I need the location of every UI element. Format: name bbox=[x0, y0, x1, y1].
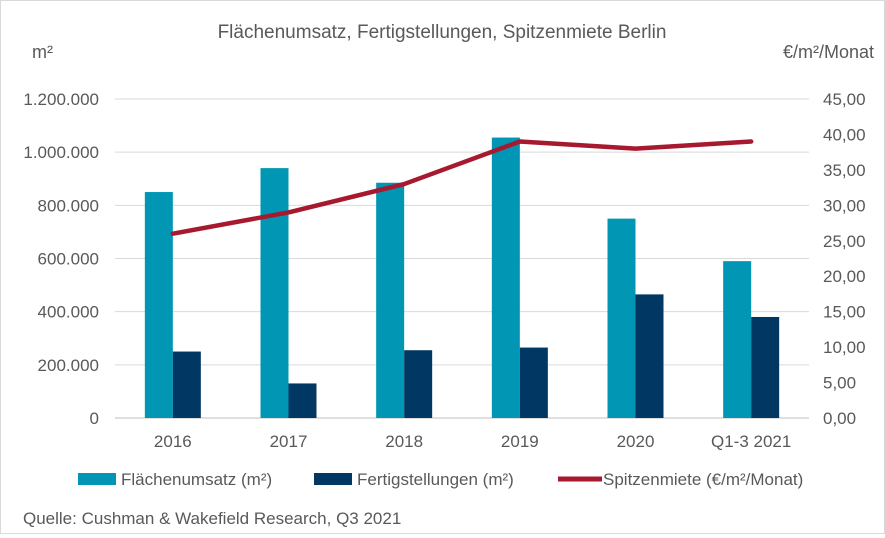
x-tick-label: 2018 bbox=[385, 432, 423, 451]
legend: Flächenumsatz (m²) Fertigstellungen (m²)… bbox=[78, 470, 803, 489]
bar-fertigstellungen bbox=[519, 347, 548, 418]
grid-layer bbox=[115, 98, 809, 419]
legend-label-flaechenumsatz: Flächenumsatz (m²) bbox=[121, 470, 272, 489]
y-right-tick-label: 5,00 bbox=[823, 374, 856, 393]
y-right-tick-label: 15,00 bbox=[823, 303, 866, 322]
x-tick-label: Q1-3 2021 bbox=[711, 432, 791, 451]
x-tick-label: 2019 bbox=[501, 432, 539, 451]
bar-flaechenumsatz bbox=[723, 261, 752, 418]
y-right-tick-label: 10,00 bbox=[823, 338, 866, 357]
x-tick-label: 2020 bbox=[617, 432, 655, 451]
bar-fertigstellungen bbox=[288, 383, 317, 418]
bar-flaechenumsatz bbox=[260, 168, 289, 418]
y-left-unit: m² bbox=[32, 42, 53, 62]
legend-swatch-flaechenumsatz bbox=[78, 473, 116, 485]
y-left-tick-label: 1.000.000 bbox=[23, 143, 99, 162]
y-left-tick-label: 800.000 bbox=[38, 196, 99, 215]
legend-swatch-fertigstellungen bbox=[314, 473, 352, 485]
legend-label-spitzenmiete: Spitzenmiete (€/m²/Monat) bbox=[603, 470, 803, 489]
y-right-tick-label: 45,00 bbox=[823, 90, 866, 109]
bar-flaechenumsatz bbox=[144, 192, 173, 418]
legend-label-fertigstellungen: Fertigstellungen (m²) bbox=[357, 470, 514, 489]
x-tick-label: 2016 bbox=[154, 432, 192, 451]
y-left-tick-label: 1.200.000 bbox=[23, 90, 99, 109]
bar-flaechenumsatz bbox=[376, 182, 405, 418]
source-note: Quelle: Cushman & Wakefield Research, Q3… bbox=[23, 509, 401, 528]
bar-flaechenumsatz bbox=[491, 137, 520, 418]
y-right-tick-label: 25,00 bbox=[823, 232, 866, 251]
bar-fertigstellungen bbox=[635, 294, 664, 418]
bar-flaechenumsatz bbox=[607, 218, 636, 418]
y-left-tick-label: 400.000 bbox=[38, 303, 99, 322]
y-right-tick-label: 40,00 bbox=[823, 125, 866, 144]
y-right-tick-label: 20,00 bbox=[823, 267, 866, 286]
y-right-unit: €/m²/Monat bbox=[783, 42, 874, 62]
chart-title: Flächenumsatz, Fertigstellungen, Spitzen… bbox=[218, 22, 667, 43]
bar-fertigstellungen bbox=[404, 350, 433, 418]
y-left-tick-label: 600.000 bbox=[38, 250, 99, 269]
y-right-tick-label: 35,00 bbox=[823, 161, 866, 180]
y-right-tick-label: 0,00 bbox=[823, 409, 856, 428]
y-right-tick-label: 30,00 bbox=[823, 196, 866, 215]
bars-layer bbox=[144, 137, 780, 418]
line-layer bbox=[170, 139, 754, 236]
axis-labels-layer: 0 200.000 400.000 600.000 800.000 1.000.000 1.… bbox=[23, 90, 865, 451]
y-left-tick-label: 0 bbox=[90, 409, 99, 428]
bar-fertigstellungen bbox=[751, 316, 780, 418]
line-spitzenmiete bbox=[170, 139, 754, 236]
x-tick-label: 2017 bbox=[270, 432, 308, 451]
bar-fertigstellungen bbox=[172, 351, 201, 418]
y-left-tick-label: 200.000 bbox=[38, 356, 99, 375]
